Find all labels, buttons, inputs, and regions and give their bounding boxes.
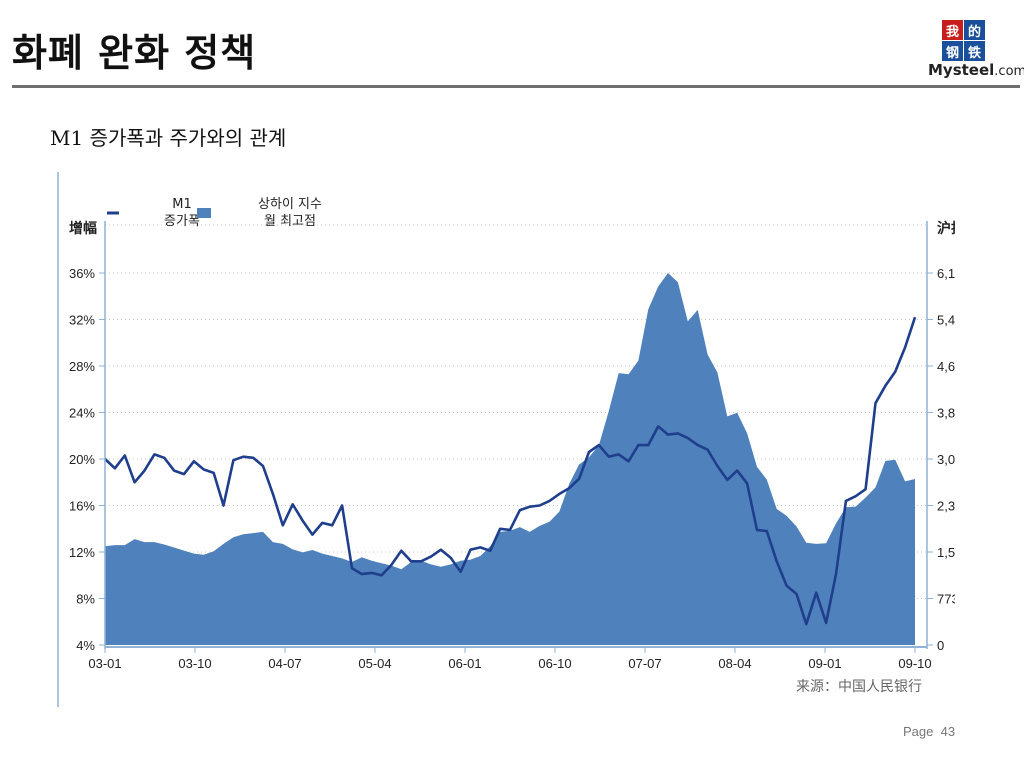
legend-label: M1	[172, 197, 192, 212]
x-tick-label: 03-01	[88, 656, 121, 671]
right-tick-label: 4,638	[937, 359, 955, 374]
slide-title: 화폐 완화 정책	[12, 30, 257, 75]
logo-brand-domain: .com	[994, 64, 1024, 79]
x-tick-label: 05-04	[358, 656, 391, 671]
x-tick-label: 07-07	[628, 656, 661, 671]
legend-label: 월 최고점	[264, 214, 316, 229]
x-tick-label: 09-01	[808, 656, 841, 671]
logo-tiles: 我 的 钢 铁	[942, 20, 985, 61]
x-tick-label: 08-04	[718, 656, 751, 671]
logo-tile: 铁	[964, 41, 985, 61]
left-tick-label: 32%	[69, 313, 95, 328]
left-tick-label: 12%	[69, 545, 95, 560]
right-tick-label: 1,546	[937, 545, 955, 560]
logo-brand: Mysteel.com	[928, 61, 1024, 79]
title-divider	[12, 85, 1020, 88]
x-tick-label: 09-10	[898, 656, 931, 671]
left-tick-label: 4%	[76, 638, 95, 653]
right-tick-label: 3,092	[937, 452, 955, 467]
x-tick-label: 03-10	[178, 656, 211, 671]
source-note: 来源：中国人民银行	[796, 679, 922, 695]
left-tick-label: 28%	[69, 359, 95, 374]
right-tick-label: 5,411	[937, 313, 955, 328]
x-tick-label: 06-01	[448, 656, 481, 671]
logo-brand-name: Mysteel	[928, 61, 995, 79]
m1-growth-line	[104, 316, 917, 626]
page-number: Page 43	[903, 724, 955, 739]
left-tick-label: 36%	[69, 266, 95, 281]
page-value: 43	[940, 724, 956, 739]
x-tick-label: 06-10	[538, 656, 571, 671]
shanghai-index-area	[105, 273, 915, 645]
right-tick-label: 0	[937, 638, 944, 653]
x-tick-label: 04-07	[268, 656, 301, 671]
right-axis-title: 沪指	[937, 220, 955, 237]
left-tick-label: 20%	[69, 452, 95, 467]
mysteel-logo: 我 的 钢 铁 Mysteel.com	[928, 20, 1024, 80]
chart-caption: M1 증가폭과 주가와의 관계	[50, 126, 287, 150]
right-tick-label: 773	[937, 592, 955, 607]
right-tick-label: 2,319	[937, 499, 955, 514]
page-label: Page	[903, 724, 934, 739]
left-tick-label: 16%	[69, 499, 95, 514]
logo-tile: 我	[942, 20, 963, 40]
right-tick-label: 3,865	[937, 406, 955, 421]
m1-vs-shanghai-chart: 36% 32% 28% 24% 20% 16% 12% 8% 4% 6,184 5,411 4,638…	[57, 172, 955, 707]
legend-swatch-area	[197, 208, 211, 218]
legend-label: 증가폭	[164, 214, 200, 229]
left-tick-label: 24%	[69, 406, 95, 421]
logo-tile: 钢	[942, 41, 963, 61]
left-axis-title: 增幅	[69, 220, 97, 237]
legend-label: 상하이 지수	[258, 197, 322, 212]
right-tick-label: 6,184	[937, 266, 955, 281]
logo-tile: 的	[964, 20, 985, 40]
left-tick-label: 8%	[76, 592, 95, 607]
